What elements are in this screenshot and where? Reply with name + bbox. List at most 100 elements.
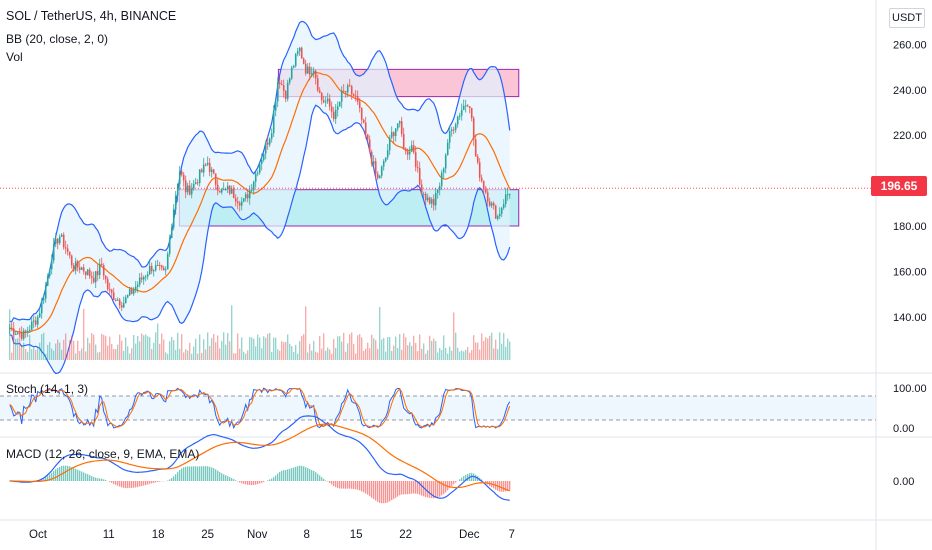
volume-bar [15, 339, 17, 360]
volume-bar [129, 353, 131, 360]
candle-body [16, 332, 19, 334]
macd-histogram-bar [243, 481, 245, 484]
candle-body [160, 265, 163, 268]
macd-histogram-bar [359, 481, 361, 491]
macd-histogram-bar [119, 481, 121, 487]
candle-body [308, 66, 311, 75]
macd-histogram-bar [173, 476, 175, 481]
candle-body [44, 285, 47, 299]
volume-bar [403, 333, 405, 360]
macd-histogram-bar [127, 481, 129, 489]
volume-bar [13, 334, 15, 360]
stoch-tick-label: 100.00 [893, 383, 927, 395]
bb-indicator-label[interactable]: BB (20, close, 2, 0) [6, 32, 109, 46]
macd-histogram-bar [67, 465, 69, 481]
volume-bar [57, 339, 59, 360]
price-tick-label: 240.00 [893, 85, 927, 97]
macd-histogram-bar [101, 478, 103, 481]
candle-body [450, 129, 453, 132]
candle-body [446, 142, 449, 156]
volume-bar [131, 348, 133, 360]
candle-body [264, 142, 267, 154]
macd-histogram-bar [157, 481, 159, 482]
candle-body [448, 131, 451, 143]
candle-body [482, 180, 485, 190]
volume-bar [141, 333, 143, 360]
candle-body [150, 265, 153, 272]
macd-histogram-bar [167, 480, 169, 481]
volume-bar [445, 347, 447, 360]
candle-body [326, 98, 329, 102]
macd-histogram-bar [437, 481, 439, 498]
volume-bar [195, 338, 197, 360]
macd-histogram-bar [93, 477, 95, 481]
macd-histogram-bar [79, 470, 81, 481]
candle-body [414, 152, 417, 168]
stoch-indicator-label[interactable]: Stoch (14, 1, 3) [6, 382, 89, 396]
volume-bar [91, 333, 93, 360]
time-tick-label: Dec [459, 529, 480, 541]
candle-body [312, 70, 315, 74]
volume-bar [125, 337, 127, 360]
candle-body [304, 63, 307, 74]
macd-histogram-bar [467, 473, 469, 481]
candle-body [86, 269, 89, 276]
macd-histogram-bar [143, 481, 145, 486]
currency-button[interactable]: USDT [889, 8, 925, 28]
macd-histogram-bar [221, 473, 223, 481]
macd-histogram-bar [121, 481, 123, 488]
volume-bar [89, 343, 91, 360]
volume-bar [463, 351, 465, 360]
candle-body [122, 303, 125, 308]
candle-body [72, 265, 75, 271]
macd-histogram-bar [151, 481, 153, 484]
candle-body [102, 265, 105, 276]
candle-body [364, 122, 367, 135]
candle-body [354, 95, 357, 97]
macd-histogram-bar [335, 481, 337, 488]
macd-histogram-bar [391, 481, 393, 501]
volume-bar [53, 350, 55, 360]
candle-body [388, 137, 391, 151]
volume-indicator-label[interactable]: Vol [6, 50, 23, 64]
stoch-d-line [9, 388, 511, 428]
volume-bar [67, 352, 69, 360]
volume-bar [45, 353, 47, 360]
macd-histogram-bar [345, 481, 347, 489]
macd-histogram-bar [267, 480, 269, 481]
candle-body [180, 171, 183, 175]
macd-histogram-bar [339, 481, 341, 489]
macd-histogram-bar [317, 473, 319, 481]
macd-histogram-bar [41, 478, 43, 481]
candle-body [284, 90, 287, 99]
volume-bar [453, 312, 455, 360]
candle-body [184, 180, 187, 193]
candle-body [476, 156, 479, 163]
macd-histogram-bar [449, 481, 451, 489]
candle-body [318, 90, 321, 93]
volume-bar [321, 348, 323, 360]
candle-body [302, 58, 305, 64]
macd-histogram-bar [199, 466, 201, 481]
volume-bar [17, 338, 19, 360]
macd-histogram-bar [217, 470, 219, 481]
volume-bar [331, 353, 333, 360]
candle-body [40, 300, 43, 314]
candle-body [316, 78, 319, 91]
macd-histogram-bar [501, 481, 503, 492]
macd-histogram-bar [419, 481, 421, 495]
macd-histogram-bar [55, 469, 57, 481]
volume-bar [81, 348, 83, 360]
candle-body [254, 173, 257, 182]
volume-bar [135, 343, 137, 360]
volume-bar [193, 346, 195, 360]
candle-body [310, 73, 313, 75]
macd-histogram-bar [433, 481, 435, 499]
macd-indicator-label[interactable]: MACD (12, 26, close, 9, EMA, EMA) [6, 447, 200, 461]
candle-body [208, 162, 211, 172]
volume-bar [367, 342, 369, 360]
candle-body [452, 129, 455, 131]
candle-body [218, 190, 221, 193]
volume-bar [469, 352, 471, 360]
